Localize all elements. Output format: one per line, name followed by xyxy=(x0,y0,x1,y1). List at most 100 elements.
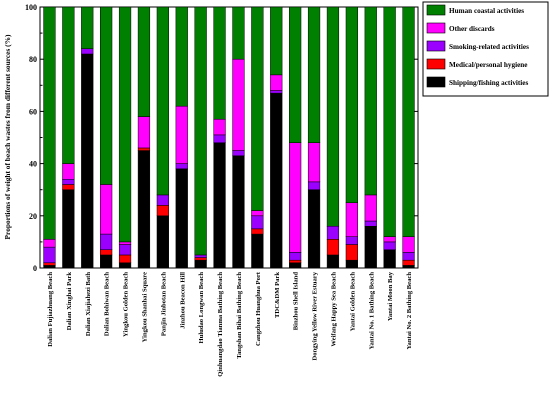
bar-segment xyxy=(62,6,75,164)
y-tick-label: 60 xyxy=(29,107,37,116)
bar-segment xyxy=(137,6,151,117)
bar-segment xyxy=(137,150,151,269)
bar-segment xyxy=(156,194,169,206)
bar-segment xyxy=(345,6,358,203)
bar-segment xyxy=(307,189,321,269)
bar-segment xyxy=(213,118,226,136)
legend-swatch xyxy=(426,58,446,70)
bar-segment xyxy=(43,262,56,266)
x-category-label: Binzhou Shell Island xyxy=(293,272,300,331)
x-category-label: Yantai No. 2 Bathing Beach xyxy=(406,272,413,350)
bar-segment xyxy=(118,244,132,256)
bar-segment xyxy=(270,74,283,91)
bar-segment xyxy=(194,257,207,261)
bar-segment xyxy=(307,181,321,190)
x-category-label: Yingkou Golden Beach xyxy=(123,272,130,337)
bar-segment xyxy=(364,194,377,222)
bar-segment xyxy=(251,210,264,217)
bar-segment xyxy=(383,241,396,250)
bar-segment xyxy=(62,179,75,185)
bar-segment xyxy=(62,189,75,269)
legend-label: Other discards xyxy=(449,25,495,33)
y-axis: 0 20 40 60 80 100 xyxy=(25,3,418,273)
bar-segment xyxy=(364,220,377,227)
x-category-label: Huludao Longwan Beach xyxy=(198,272,205,344)
x-category-label: Yingkou Shanhai Square xyxy=(141,272,148,342)
bar-segment xyxy=(270,90,283,94)
bar-segment xyxy=(81,48,94,55)
bar-segment xyxy=(251,228,264,235)
bar-segment xyxy=(270,6,283,76)
bar-segment xyxy=(307,6,321,143)
x-category-label: Dalian Xiajiahezi Bath xyxy=(85,272,92,336)
bar-segment xyxy=(213,142,226,269)
bar-segment xyxy=(326,239,340,256)
bar-segment xyxy=(194,254,207,258)
bar-segment xyxy=(383,6,396,237)
bar-segment xyxy=(137,147,151,151)
bar-segment xyxy=(81,53,94,269)
bar-segment xyxy=(402,259,415,266)
bar-segment xyxy=(194,6,207,256)
bar-segment xyxy=(213,6,226,120)
legend-swatch xyxy=(426,76,446,88)
bar-segment xyxy=(100,249,113,256)
x-category-label: Weifang Happy Sea Beach xyxy=(330,272,337,347)
bar-segment xyxy=(43,246,56,264)
x-category-label: TDC&DM Park xyxy=(274,272,281,318)
y-tick-label: 20 xyxy=(29,212,37,221)
bar-segment xyxy=(100,184,113,235)
y-axis-title: Proportions of weight of beach wastes fr… xyxy=(3,34,12,239)
x-category-label: Dongying Yellow River Estuary xyxy=(312,271,319,360)
bar-segment xyxy=(345,236,358,245)
bar-segment xyxy=(100,233,113,250)
bar-segment xyxy=(345,244,358,261)
bar-segment xyxy=(175,168,188,269)
bar-segment xyxy=(213,134,226,143)
bar-segment xyxy=(326,6,340,227)
x-category-label: Jinzhou Beacon Hill xyxy=(179,272,186,329)
bar-segment xyxy=(118,241,132,245)
y-tick-label: 0 xyxy=(33,264,37,273)
bar-segment xyxy=(251,6,264,211)
bar-segment xyxy=(232,150,245,157)
bar-segment xyxy=(100,6,113,185)
x-category-label: Dalian Fujiazhuang Beach xyxy=(47,272,54,347)
x-category-label: Dalian Xinghai Park xyxy=(66,272,73,331)
bar-segment xyxy=(175,6,188,107)
x-category-label: Yantai Golden Beach xyxy=(349,272,356,332)
x-category-label: Tangshan Bihai Bathing Beach xyxy=(236,272,243,359)
y-tick-label: 80 xyxy=(29,55,37,64)
legend-label: Human coastal activities xyxy=(449,7,524,15)
bar-segment xyxy=(118,6,132,243)
bar-segment xyxy=(156,205,169,217)
legend-swatch xyxy=(426,40,446,52)
plot-frame xyxy=(39,6,419,269)
bar-segment xyxy=(364,225,377,269)
bar-segment xyxy=(289,6,302,143)
bar-segment xyxy=(232,58,245,151)
bar-segment xyxy=(62,163,75,180)
bars-group xyxy=(43,6,415,269)
bar-segment xyxy=(289,252,302,261)
bar-segment xyxy=(43,6,56,240)
bar-segment xyxy=(251,233,264,269)
bar-segment xyxy=(402,6,415,237)
x-axis-labels: Dalian Fujiazhuang Beach Dalian Xinghai P… xyxy=(47,271,413,377)
legend-swatch xyxy=(426,4,446,16)
bar-segment xyxy=(402,252,415,261)
y-tick-label: 40 xyxy=(29,160,37,169)
bar-segment xyxy=(251,215,264,230)
bar-segment xyxy=(62,184,75,190)
bar-segment xyxy=(232,155,245,269)
bar-segment xyxy=(156,6,169,196)
x-category-label: Dalian Bohiwan Beach xyxy=(104,272,111,336)
bar-segment xyxy=(326,225,340,240)
legend: Human coastal activities Other discards Sm… xyxy=(422,1,549,97)
bar-segment xyxy=(175,105,188,164)
x-category-label: Yantai No. 1 Bathing Beach xyxy=(368,272,375,350)
bar-segment xyxy=(118,254,132,264)
bar-segment xyxy=(289,142,302,253)
